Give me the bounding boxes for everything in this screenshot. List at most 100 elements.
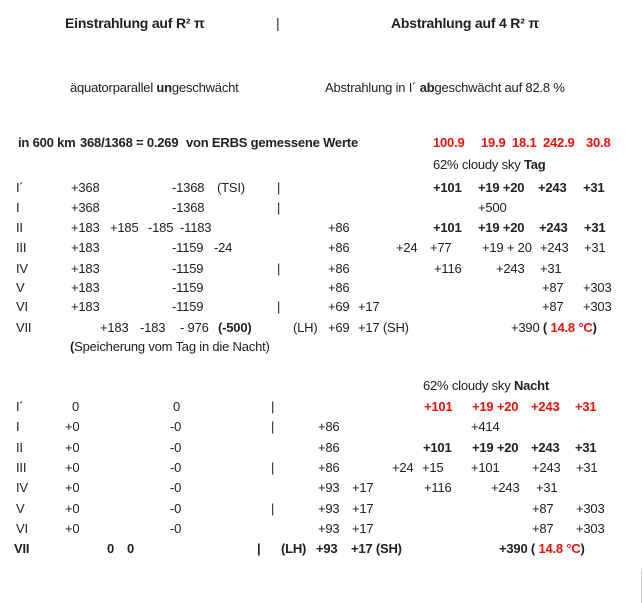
tsi-label: (TSI): [217, 180, 245, 195]
erbs-value: 30.8: [586, 135, 611, 150]
value-cell: -185: [148, 220, 174, 235]
sh-value: +17 (SH): [358, 320, 409, 335]
value-cell: +303: [583, 280, 612, 295]
text-part: (: [70, 339, 75, 354]
value-cell: +101: [471, 460, 500, 475]
value-cell: +86: [318, 440, 340, 455]
ratio-value: 368/1368 = 0.269: [80, 135, 179, 150]
row-label: IV: [16, 261, 28, 276]
value-cell: +243: [491, 480, 520, 495]
divider-bar: |: [271, 399, 275, 414]
value-cell: +86: [328, 220, 350, 235]
table-row: 62% cloudy sky Nacht: [0, 376, 643, 396]
table-row: I +0 -0 | +86 +414: [0, 417, 643, 437]
value-cell: +101: [424, 399, 453, 414]
value-cell: +500: [478, 200, 507, 215]
value-cell: +0: [65, 521, 80, 536]
row-label: III: [16, 460, 27, 475]
row-label: II: [16, 220, 23, 235]
value-cell: 0: [127, 541, 135, 556]
value-cell: +243: [531, 440, 560, 455]
value-cell: 0: [107, 541, 115, 556]
divider-bar: |: [257, 541, 261, 556]
table-row: VII +183 -183 - 976 (-500) (LH) +69 +17 (SH) +39…: [0, 318, 643, 338]
text-part: ): [592, 320, 597, 335]
text-part: geschwächt auf 82.8 %: [434, 80, 565, 95]
value-cell: +183: [71, 261, 100, 276]
lh-label: (LH): [293, 320, 318, 335]
row-label: VII: [14, 541, 30, 556]
value-cell: -183: [140, 320, 166, 335]
right-title: Abstrahlung auf 4 R² π: [391, 15, 539, 31]
value-cell: +368: [71, 180, 100, 195]
right-subtitle: Abstrahlung in I´ abgeschwächt auf 82.8 …: [325, 78, 565, 98]
value-cell: +31: [575, 440, 597, 455]
value-cell: +15: [422, 460, 444, 475]
value-cell: -1368: [172, 180, 205, 195]
value-cell: -0: [170, 521, 182, 536]
value-cell: +17: [352, 501, 374, 516]
value-cell: +19 +20: [478, 180, 525, 195]
left-subtitle: äquatorparallel ungeschwächt: [70, 78, 239, 98]
value-cell: - 976: [180, 320, 209, 335]
text-part: geschwächt: [171, 80, 239, 95]
row-label: I´: [16, 399, 24, 414]
value-cell: +77: [430, 240, 452, 255]
text-part: ab: [419, 80, 435, 95]
value-cell: +69: [328, 299, 350, 314]
night-caption: 62% cloudy sky Nacht: [423, 376, 549, 396]
value-cell: +31: [536, 480, 558, 495]
value-cell: +0: [65, 460, 80, 475]
value-cell: (-500): [218, 320, 252, 335]
value-cell: +183: [71, 280, 100, 295]
value-cell: -0: [170, 480, 182, 495]
sh-value: +17 (SH): [351, 541, 402, 556]
text-part: 14.8 °C: [550, 320, 593, 335]
divider-bar: |: [277, 200, 281, 215]
value-cell: -0: [170, 501, 182, 516]
erbs-value: 18.1: [512, 135, 537, 150]
storage-note: (Speicherung vom Tag in die Nacht): [70, 337, 270, 357]
value-cell: +24: [396, 240, 418, 255]
value-cell: -1183: [180, 220, 212, 235]
text-part: Abstrahlung in I´: [325, 80, 420, 95]
value-cell: 0: [72, 399, 80, 414]
value-cell: -0: [170, 440, 182, 455]
text-part: +390: [511, 320, 543, 335]
value-cell: -1159: [172, 280, 204, 295]
value-cell: +93: [318, 480, 340, 495]
row-label: III: [16, 240, 27, 255]
value-cell: +414: [471, 419, 500, 434]
value-cell: +243: [532, 460, 561, 475]
value-cell: +0: [65, 480, 80, 495]
row-label: I: [16, 419, 20, 434]
value-cell: +19 +20: [478, 220, 525, 235]
row-label: IV: [16, 480, 28, 495]
value-cell: +87: [532, 521, 554, 536]
value-cell: +24: [392, 460, 414, 475]
altitude-label: in 600 km: [18, 135, 76, 150]
row-label: II: [16, 440, 23, 455]
value-cell: +17: [352, 521, 374, 536]
erbs-value: 100.9: [433, 135, 465, 150]
row-label: V: [16, 501, 25, 516]
value-cell: +19 + 20: [482, 240, 532, 255]
text-part: Nacht: [513, 378, 550, 393]
value-cell: -0: [170, 460, 182, 475]
value-cell: -1368: [172, 200, 205, 215]
table-row: III +0 -0 | +86 +24 +15 +101 +243 +31: [0, 458, 643, 478]
value-cell: +31: [584, 240, 606, 255]
row-label: I: [16, 200, 20, 215]
divider-bar: |: [277, 299, 281, 314]
value-cell: +93: [318, 501, 340, 516]
text-part: Speicherung vom Tag in die Nacht): [74, 339, 270, 354]
value-cell: +69: [328, 320, 350, 335]
row-label: I´: [16, 180, 24, 195]
erbs-label: von ERBS gemessene Werte: [186, 135, 358, 150]
result-value: +390 ( 14.8 °C): [499, 539, 585, 559]
value-cell: +183: [71, 220, 100, 235]
text-part: Tag: [523, 157, 546, 172]
left-title: Einstrahlung auf R² π: [65, 15, 205, 31]
value-cell: +116: [424, 480, 452, 495]
